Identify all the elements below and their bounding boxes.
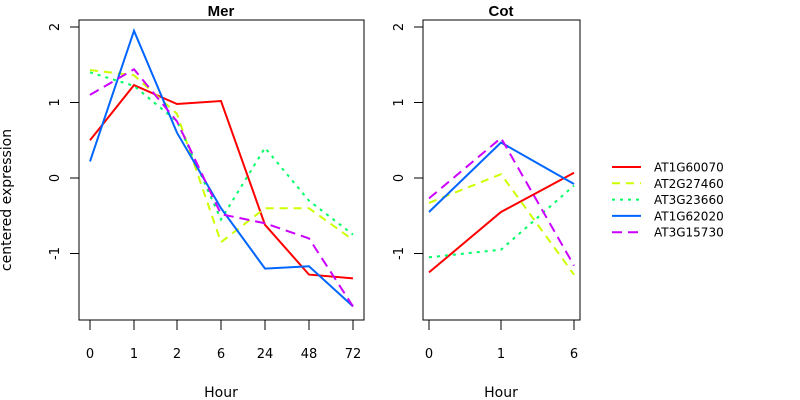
x-tick-label-mer: 48	[301, 347, 318, 362]
series-line-at3g23660-mer	[89, 71, 354, 236]
x-tick-label-mer: 2	[173, 347, 181, 362]
legend: AT1G60070 AT2G27460 AT3G23660 AT1G62020 AT3G…	[612, 161, 724, 240]
x-axis-mer: 0 1 2 6 24 48 72	[86, 320, 361, 362]
y-tick-label-mer: -1	[48, 247, 63, 260]
x-tick-label-mer: 24	[257, 347, 274, 362]
x-tick-label-cot: 1	[497, 347, 505, 362]
legend-label-at3g23660: AT3G23660	[654, 193, 724, 207]
series-line-at3g23660-cot	[428, 184, 575, 259]
x-tick-label-cot: 0	[425, 347, 433, 362]
y-tick-label-cot: -1	[392, 247, 407, 260]
panel-cot: Cot -1 0 1 2 0 1 6 Hour	[392, 3, 581, 400]
y-tick-label-cot: 0	[392, 174, 407, 182]
x-tick-label-mer: 0	[86, 347, 94, 362]
series-line-at3g15730-cot	[428, 136, 575, 267]
panel-mer: Mer -1 0 1 2 0 1 2 6 24 48 72 Hour	[48, 3, 365, 400]
legend-label-at2g27460: AT2G27460	[654, 177, 724, 191]
series-line-at3g15730-mer	[89, 68, 354, 307]
series-line-at1g60070-mer	[89, 83, 354, 280]
series-line-at1g60070-cot	[428, 171, 575, 274]
series-line-at2g27460-cot	[428, 172, 575, 276]
x-axis-label-mer: Hour	[204, 385, 238, 400]
x-axis-cot: 0 1 6	[425, 320, 578, 362]
x-tick-label-cot: 6	[570, 347, 578, 362]
x-tick-label-mer: 72	[345, 347, 362, 362]
y-axis-cot: -1 0 1 2	[392, 23, 423, 260]
y-tick-label-cot: 1	[392, 98, 407, 106]
y-tick-label-mer: 0	[48, 174, 63, 182]
y-tick-label-mer: 2	[48, 23, 63, 31]
plot-box-cot	[422, 19, 581, 321]
y-axis-label: centered expression	[0, 129, 15, 271]
y-tick-label-mer: 1	[48, 98, 63, 106]
series-lines-cot	[428, 136, 575, 276]
series-line-at1g62020-cot	[428, 141, 575, 213]
series-line-at1g62020-mer	[89, 27, 354, 308]
legend-label-at1g62020: AT1G62020	[654, 209, 724, 223]
y-axis-mer: -1 0 1 2	[48, 23, 79, 260]
legend-label-at1g60070: AT1G60070	[654, 161, 724, 175]
series-line-at2g27460-mer	[89, 69, 354, 244]
x-axis-label-cot: Hour	[484, 385, 518, 400]
x-tick-label-mer: 1	[130, 347, 138, 362]
legend-label-at3g15730: AT3G15730	[654, 226, 724, 240]
y-tick-label-cot: 2	[392, 23, 407, 31]
panel-title-mer: Mer	[208, 3, 235, 20]
x-tick-label-mer: 6	[217, 347, 225, 362]
panel-title-cot: Cot	[489, 3, 514, 20]
series-lines-mer	[89, 27, 354, 308]
